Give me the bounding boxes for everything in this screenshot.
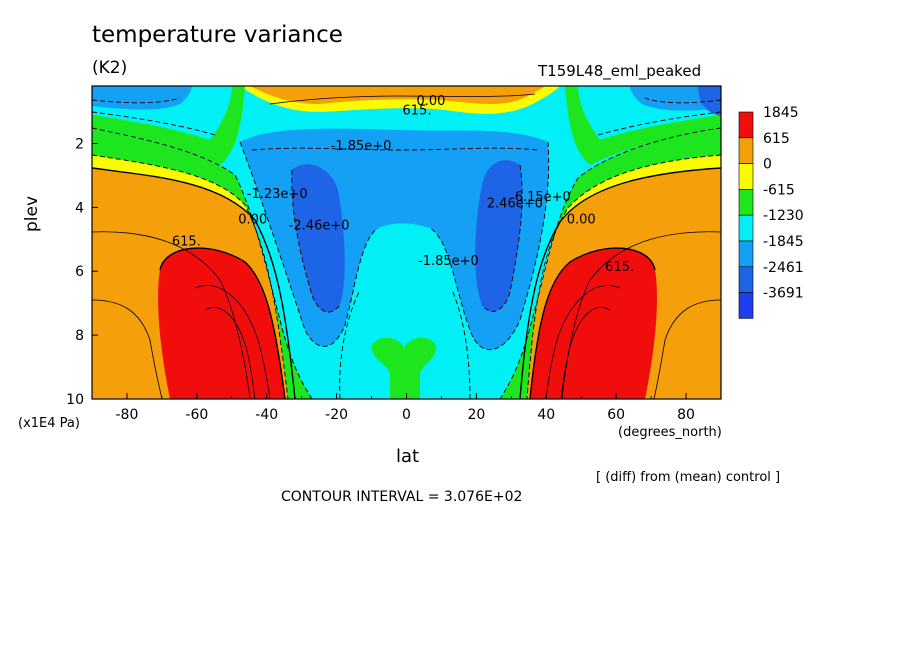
contour-label: 0.00 <box>238 212 267 227</box>
y-tick-label: 4 <box>75 200 84 216</box>
contour-interval: CONTOUR INTERVAL = 3.076E+02 <box>281 489 523 505</box>
x-tick-label: 80 <box>677 407 695 423</box>
contour-label: 2.46e+0 <box>487 196 543 211</box>
contour-field <box>92 86 721 399</box>
legend-label: 1845 <box>763 105 799 121</box>
x-axis-label: lat <box>396 446 420 467</box>
x-tick-label: -60 <box>185 407 208 423</box>
contour-label: -2.46e+0 <box>289 219 350 234</box>
y-tick-label: 6 <box>75 264 84 280</box>
contour-label: -1.85e+0 <box>331 139 392 154</box>
y-tick-label: 8 <box>75 328 84 344</box>
contour-label: 0.00 <box>416 94 445 109</box>
legend-label: 0 <box>763 157 772 173</box>
contour-label: 615. <box>403 104 432 119</box>
diff-note: [ (diff) from (mean) control ] <box>596 470 781 485</box>
legend-swatch <box>738 189 754 216</box>
legend-swatch <box>738 292 754 319</box>
color-legend: 1845 615 0 -615 -1230 -1845 -2461 -3691 <box>738 105 804 319</box>
x-tick-label: 40 <box>537 407 555 423</box>
contour-label: -1.23e+0 <box>247 187 308 202</box>
legend-swatch <box>738 240 754 268</box>
legend-label: -3691 <box>763 286 804 302</box>
contour-label: 0.00 <box>567 212 596 227</box>
y-axis-multiplier: (x1E4 Pa) <box>18 416 80 431</box>
x-tick-label: -20 <box>325 407 348 423</box>
experiment-label: T159L48_eml_peaked <box>538 62 702 80</box>
contour-label: 6.15e+0 <box>515 190 571 205</box>
contour-label: -1.85e+0 <box>418 254 479 269</box>
y-tick-label: 2 <box>75 136 84 152</box>
x-tick-label: -80 <box>116 407 139 423</box>
contour-label: 615. <box>605 260 634 275</box>
x-axis-units: (degrees_north) <box>618 425 722 440</box>
x-axis: -80 -60 -40 -20 0 20 40 60 80 <box>91 393 722 423</box>
legend-swatch <box>738 266 754 293</box>
legend-label: -2461 <box>763 260 804 276</box>
y-axis: 2 4 6 8 10 <box>66 136 98 408</box>
y-tick-label: 10 <box>66 392 84 408</box>
legend-label: -615 <box>763 182 795 198</box>
legend-swatch <box>738 163 754 190</box>
legend-label: -1845 <box>763 234 804 250</box>
contour-label: 615. <box>172 235 201 250</box>
contour-labels: 0.00615.-1.85e+0-2.46e+0-1.23e+00.00615.… <box>172 94 634 275</box>
legend-label: 615 <box>763 131 790 147</box>
chart-title: temperature variance <box>92 22 343 48</box>
legend-label: -1230 <box>763 208 804 224</box>
x-tick-label: 20 <box>467 407 485 423</box>
x-tick-label: 60 <box>607 407 625 423</box>
legend-swatch <box>738 214 754 242</box>
legend-swatch <box>738 111 754 139</box>
units-label: (K2) <box>92 58 128 78</box>
x-tick-label: -40 <box>255 407 278 423</box>
legend-swatch <box>738 137 754 164</box>
x-tick-label: 0 <box>402 407 411 423</box>
